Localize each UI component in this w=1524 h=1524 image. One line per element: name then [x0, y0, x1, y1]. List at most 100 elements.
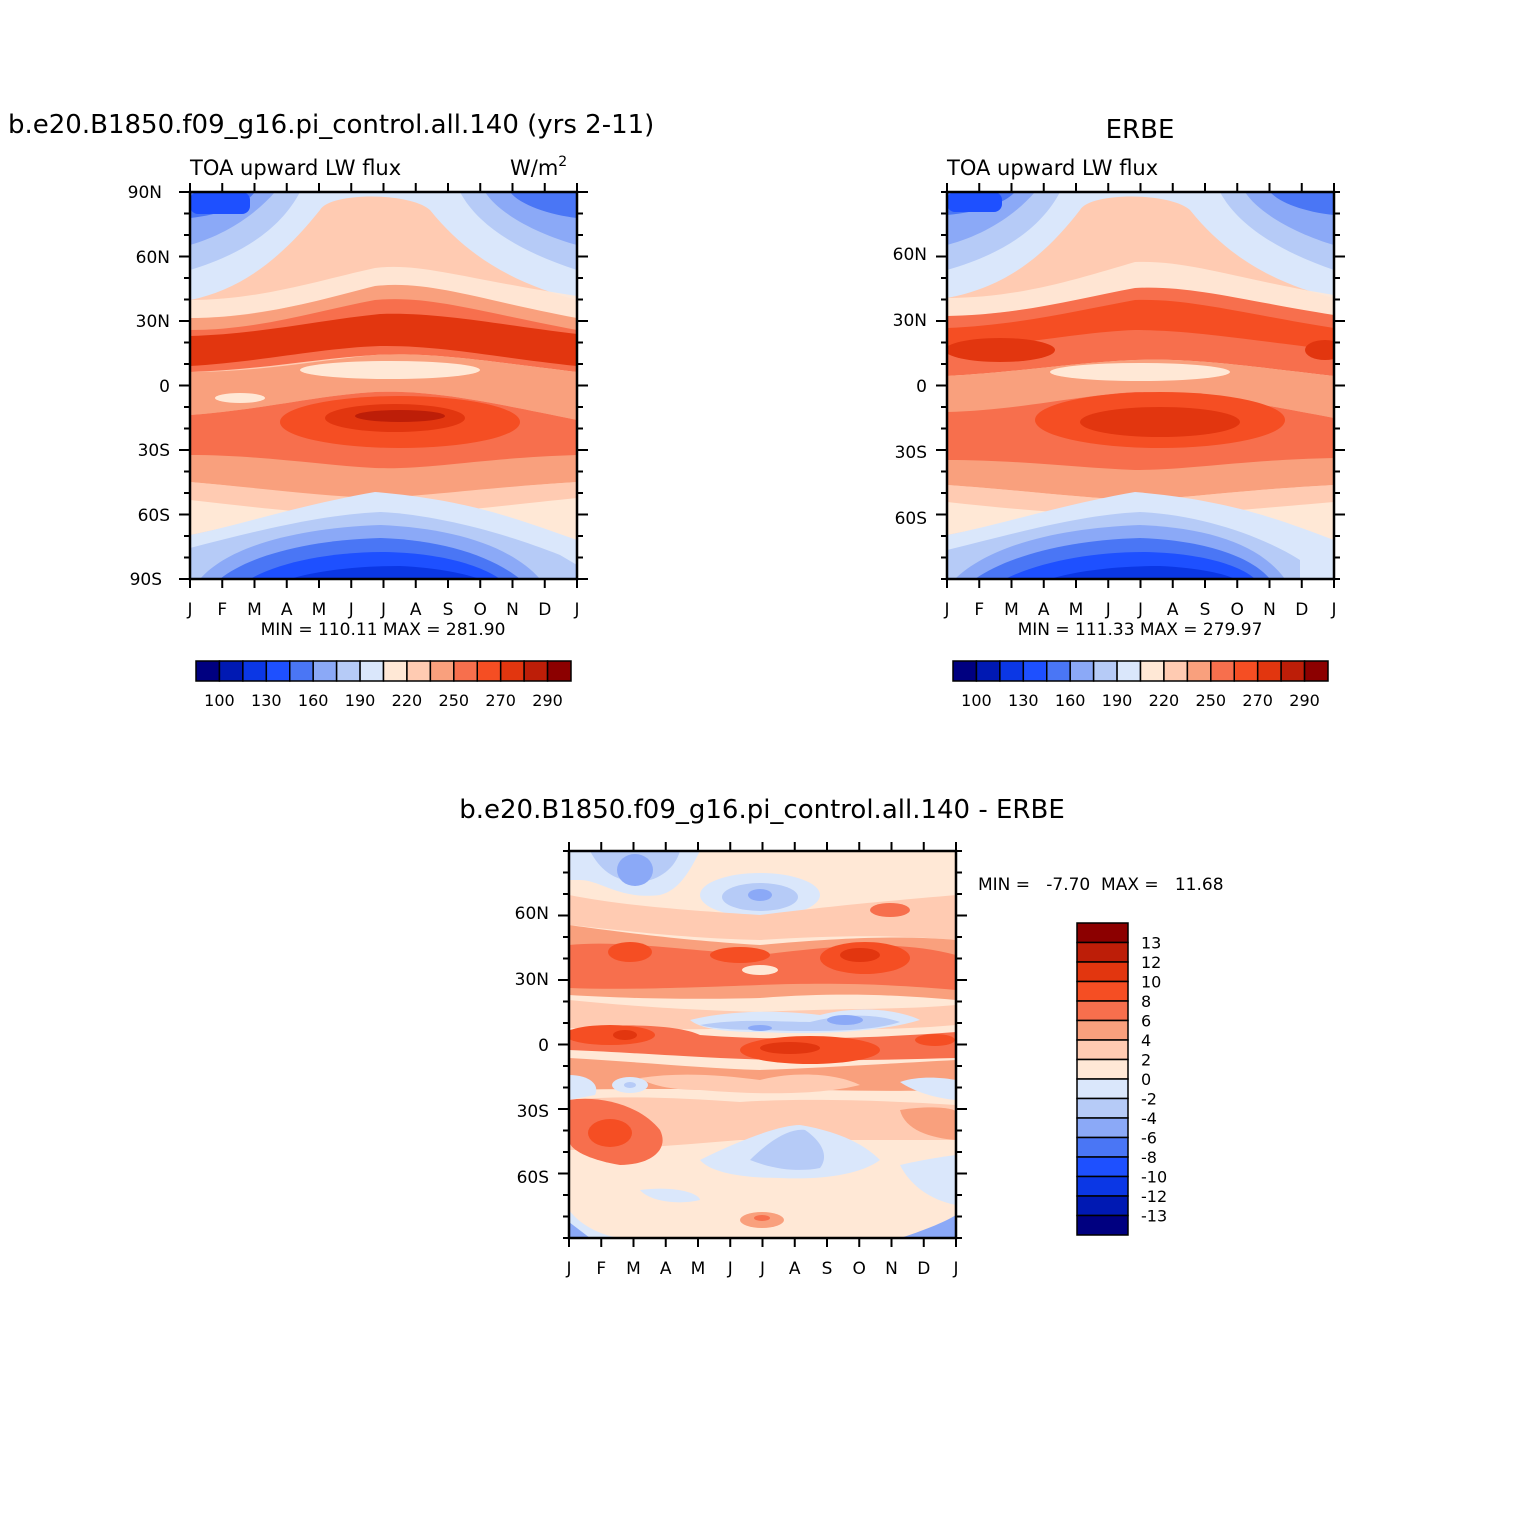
- model-min-max: MIN = 110.11 MAX = 281.90: [261, 620, 506, 640]
- model-ytick-label: 30N: [136, 312, 170, 332]
- x-tick-label: J: [759, 1259, 765, 1279]
- x-tick-label: D: [1295, 600, 1308, 620]
- x-tick-label: F: [217, 600, 227, 620]
- x-tick-label: S: [1200, 600, 1211, 620]
- colorbar-swatch: [1076, 922, 1129, 944]
- colorbar-swatch: [476, 660, 502, 682]
- colorbar-level-label: -6: [1141, 1129, 1157, 1148]
- diff-ytick-label: 30N: [515, 970, 549, 990]
- colorbar-tick-label: 130: [251, 691, 282, 710]
- panel-difference: b.e20.B1850.f09_g16.pi_control.all.140 -…: [459, 795, 1223, 1279]
- colorbar-swatch: [382, 660, 408, 682]
- colorbar-swatch: [289, 660, 314, 682]
- colorbar-swatch: [1116, 660, 1142, 682]
- colorbar-swatch: [1022, 660, 1048, 682]
- colorbar-swatch: [523, 660, 549, 682]
- x-tick-label: J: [952, 1259, 958, 1279]
- colorbar-swatch: [312, 660, 338, 682]
- colorbar-swatch: [1076, 1156, 1129, 1178]
- model-ytick-label: 60N: [136, 248, 170, 268]
- colorbar-level-label: 4: [1141, 1031, 1151, 1050]
- model-ytick-label: 90N: [128, 183, 162, 203]
- x-tick-label: A: [1167, 600, 1179, 620]
- colorbar-swatch: [1076, 1000, 1129, 1022]
- colorbar-tick-label: 190: [345, 691, 376, 710]
- model-colorbar: 100 130 160 190 220 250 270 290: [195, 660, 572, 710]
- colorbar-swatch: [1256, 660, 1282, 682]
- x-tick-label: A: [1038, 600, 1050, 620]
- colorbar-tick-label: 100: [204, 691, 235, 710]
- colorbar-swatch: [265, 660, 291, 682]
- colorbar-swatch: [499, 660, 525, 682]
- x-tick-label: F: [974, 600, 984, 620]
- x-tick-label: N: [885, 1259, 898, 1279]
- erbe-ytick-label: 60S: [895, 509, 927, 529]
- colorbar-tick-label: 220: [1149, 691, 1180, 710]
- model-ytick-label: 30S: [138, 441, 170, 461]
- colorbar-swatch: [1076, 1058, 1129, 1080]
- x-tick-label: O: [853, 1259, 866, 1279]
- colorbar-swatch: [1076, 1019, 1129, 1041]
- diff-contour-field: [569, 851, 956, 1238]
- x-tick-label: J: [186, 600, 192, 620]
- erbe-axis-ticks: [936, 183, 1345, 588]
- colorbar-tick-label: 160: [298, 691, 329, 710]
- colorbar-swatch: [1092, 660, 1118, 682]
- colorbar-tick-label: 270: [1242, 691, 1273, 710]
- x-tick-label: J: [727, 1259, 733, 1279]
- model-units-label: W/m2: [510, 154, 567, 180]
- colorbar-level-label: -10: [1141, 1168, 1167, 1187]
- colorbar-swatch: [1076, 1117, 1129, 1139]
- x-tick-label: J: [573, 600, 579, 620]
- x-tick-label: J: [348, 600, 354, 620]
- colorbar-tick-label: 160: [1055, 691, 1086, 710]
- model-variable-label: TOA upward LW flux: [189, 156, 401, 180]
- model-title: b.e20.B1850.f09_g16.pi_control.all.140 (…: [8, 110, 654, 140]
- colorbar-swatch: [1069, 660, 1095, 682]
- colorbar-swatch: [1076, 1039, 1129, 1061]
- colorbar-swatch: [242, 660, 268, 682]
- colorbar-level-label: -4: [1141, 1109, 1157, 1128]
- x-tick-label: J: [1137, 600, 1143, 620]
- x-tick-label: M: [1069, 600, 1084, 620]
- x-tick-label: N: [1263, 600, 1276, 620]
- colorbar-level-label: -12: [1141, 1187, 1167, 1206]
- model-contour-field: [190, 192, 577, 579]
- colorbar-level-label: 8: [1141, 992, 1151, 1011]
- diff-min-max: MIN = -7.70 MAX = 11.68: [978, 875, 1224, 895]
- x-tick-label: D: [538, 600, 551, 620]
- x-tick-label: O: [474, 600, 487, 620]
- colorbar-tick-label: 130: [1008, 691, 1039, 710]
- colorbar-swatch: [1076, 1195, 1129, 1217]
- erbe-contour-field: [947, 192, 1334, 579]
- colorbar-level-label: 10: [1141, 973, 1161, 992]
- x-tick-label: J: [565, 1259, 571, 1279]
- colorbar-swatch: [1076, 941, 1129, 963]
- colorbar-swatch: [1076, 1214, 1129, 1236]
- x-tick-label: A: [789, 1259, 801, 1279]
- colorbar-swatch: [1076, 1078, 1129, 1100]
- colorbar-tick-label: 250: [1196, 691, 1227, 710]
- model-ytick-label: 0: [159, 377, 170, 397]
- x-tick-label: J: [1105, 600, 1111, 620]
- model-axis-ticks: [179, 183, 588, 588]
- x-tick-label: O: [1231, 600, 1244, 620]
- erbe-min-max: MIN = 111.33 MAX = 279.97: [1018, 620, 1263, 640]
- diff-ytick-label: 60N: [515, 904, 549, 924]
- x-tick-label: S: [822, 1259, 833, 1279]
- colorbar-swatch: [453, 660, 478, 682]
- colorbar-swatch: [975, 660, 1001, 682]
- colorbar-tick-label: 290: [532, 691, 563, 710]
- diff-ytick-label: 0: [538, 1036, 549, 1056]
- colorbar-level-label: 12: [1141, 953, 1161, 972]
- x-tick-label: A: [660, 1259, 672, 1279]
- colorbar-swatch: [429, 660, 455, 682]
- colorbar-tick-label: 250: [439, 691, 470, 710]
- colorbar-swatch: [1186, 660, 1212, 682]
- colorbar-swatch: [1076, 1175, 1129, 1197]
- colorbar-swatch: [1076, 980, 1129, 1002]
- x-tick-label: J: [1330, 600, 1336, 620]
